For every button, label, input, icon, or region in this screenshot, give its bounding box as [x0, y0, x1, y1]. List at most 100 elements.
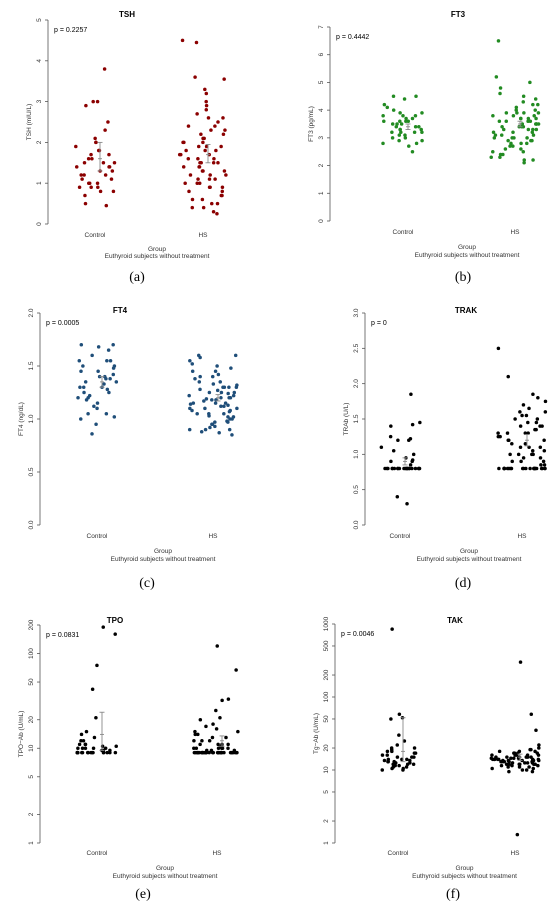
data-point	[514, 108, 518, 112]
data-point	[413, 125, 418, 129]
data-point	[86, 750, 90, 755]
data-point	[530, 130, 535, 135]
chart-title: TAK	[447, 616, 463, 625]
data-point	[227, 409, 232, 414]
x-category-label: HS	[212, 850, 222, 857]
data-point	[211, 210, 216, 214]
data-point	[543, 399, 548, 404]
data-point	[537, 758, 541, 763]
chart-panel-a: TSH 0 1 2 3 4 5 TSH (mIU/L) p = 0.2257 Control HS G…	[26, 10, 228, 285]
data-point	[530, 769, 535, 774]
data-point	[226, 403, 230, 407]
data-point	[389, 424, 393, 428]
data-point	[192, 739, 196, 743]
y-tick-label: 0.5	[353, 485, 360, 494]
data-point	[526, 431, 530, 435]
data-point	[500, 125, 504, 129]
data-point	[521, 149, 526, 154]
p-value-label: p = 0.4442	[336, 34, 369, 41]
data-point	[504, 111, 509, 115]
y-tick-label: 4	[318, 108, 325, 112]
data-point	[215, 201, 220, 206]
data-point	[531, 133, 536, 137]
data-point	[235, 406, 239, 411]
data-point	[215, 364, 219, 368]
chart-title: TSH	[119, 10, 135, 19]
data-point	[186, 156, 191, 161]
data-point	[381, 141, 385, 146]
data-point	[196, 750, 200, 755]
data-point	[80, 746, 85, 751]
data-point	[201, 140, 205, 145]
data-point	[496, 346, 501, 351]
data-point	[204, 108, 209, 112]
data-point	[524, 768, 529, 772]
data-point	[207, 414, 211, 418]
data-point	[93, 136, 97, 141]
data-point	[206, 116, 211, 120]
data-point	[534, 116, 538, 121]
data-point	[528, 466, 532, 471]
data-point	[80, 750, 85, 755]
data-point	[231, 415, 236, 419]
x-axis-sublabel: Euthyroid subjects without treatment	[105, 253, 210, 260]
data-point	[514, 105, 519, 110]
x-category-label: HS	[198, 232, 208, 239]
data-point	[530, 449, 535, 453]
data-point	[395, 755, 400, 759]
x-axis-label: Group	[458, 244, 476, 251]
data-point	[218, 715, 222, 720]
data-point	[106, 348, 111, 352]
data-point	[216, 161, 220, 165]
data-point	[229, 366, 233, 370]
data-point	[409, 392, 413, 397]
data-point	[203, 427, 208, 432]
data-point	[105, 750, 109, 755]
panel-letter: (a)	[129, 270, 145, 285]
data-point	[405, 762, 410, 766]
data-point	[214, 708, 218, 713]
data-point	[90, 156, 94, 161]
y-tick-label: 1	[323, 841, 330, 845]
data-point	[411, 452, 416, 457]
data-point	[222, 404, 226, 409]
data-point	[107, 390, 111, 395]
data-point	[95, 99, 100, 104]
data-point	[222, 750, 226, 755]
data-point	[514, 753, 519, 757]
data-point	[101, 750, 106, 755]
data-point	[539, 466, 544, 471]
data-point	[104, 411, 109, 416]
y-tick-label: 2.0	[28, 308, 35, 317]
data-point	[102, 67, 107, 71]
data-point	[77, 358, 82, 363]
data-point	[382, 758, 387, 763]
data-point	[226, 697, 231, 701]
data-point	[221, 132, 226, 136]
data-point	[491, 149, 495, 154]
data-point	[180, 38, 185, 43]
data-point	[417, 466, 422, 471]
data-point	[496, 757, 500, 762]
data-point	[74, 144, 78, 149]
data-point	[536, 396, 540, 400]
p-value-label: p = 0	[371, 320, 387, 327]
panel-letter: (d)	[455, 576, 472, 591]
data-point	[102, 382, 106, 386]
data-point	[379, 445, 384, 450]
data-point	[522, 158, 526, 162]
data-point	[420, 130, 424, 135]
data-point	[224, 173, 228, 177]
y-tick-label: 50	[323, 715, 330, 723]
data-point	[510, 441, 514, 446]
data-point	[114, 380, 119, 384]
data-point	[179, 152, 183, 157]
data-point	[528, 80, 532, 85]
data-point	[380, 753, 385, 757]
data-point	[511, 130, 515, 135]
data-point	[403, 136, 408, 140]
data-point	[111, 343, 115, 347]
data-point	[522, 161, 526, 165]
data-point	[397, 712, 402, 717]
data-point	[518, 660, 523, 664]
